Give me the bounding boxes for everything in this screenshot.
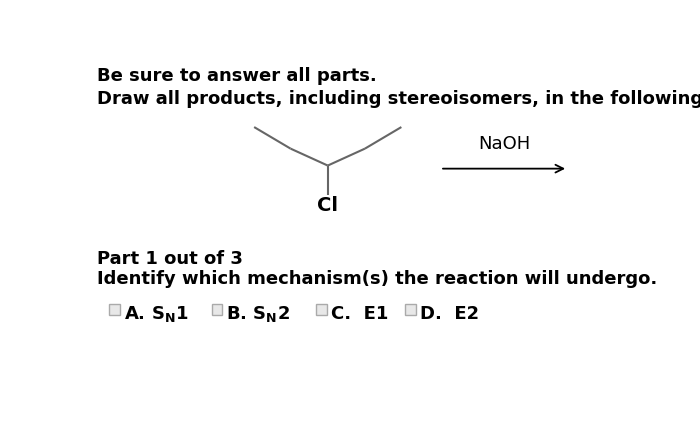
Text: NaOH: NaOH <box>478 135 530 153</box>
FancyBboxPatch shape <box>109 304 120 315</box>
Text: Draw all products, including stereoisomers, in the following reaction.: Draw all products, including stereoisome… <box>97 90 700 108</box>
FancyBboxPatch shape <box>316 304 327 315</box>
FancyBboxPatch shape <box>211 304 223 315</box>
Text: C.  E1: C. E1 <box>331 305 388 323</box>
Text: B. S$_\mathbf{N}$2: B. S$_\mathbf{N}$2 <box>226 304 290 324</box>
Text: Cl: Cl <box>317 197 338 215</box>
Text: A. S$_\mathbf{N}$1: A. S$_\mathbf{N}$1 <box>124 304 188 324</box>
Text: Part 1 out of 3: Part 1 out of 3 <box>97 250 243 268</box>
Text: Be sure to answer all parts.: Be sure to answer all parts. <box>97 67 377 85</box>
Text: Identify which mechanism(s) the reaction will undergo.: Identify which mechanism(s) the reaction… <box>97 270 657 288</box>
FancyBboxPatch shape <box>405 304 416 315</box>
Text: D.  E2: D. E2 <box>420 305 479 323</box>
